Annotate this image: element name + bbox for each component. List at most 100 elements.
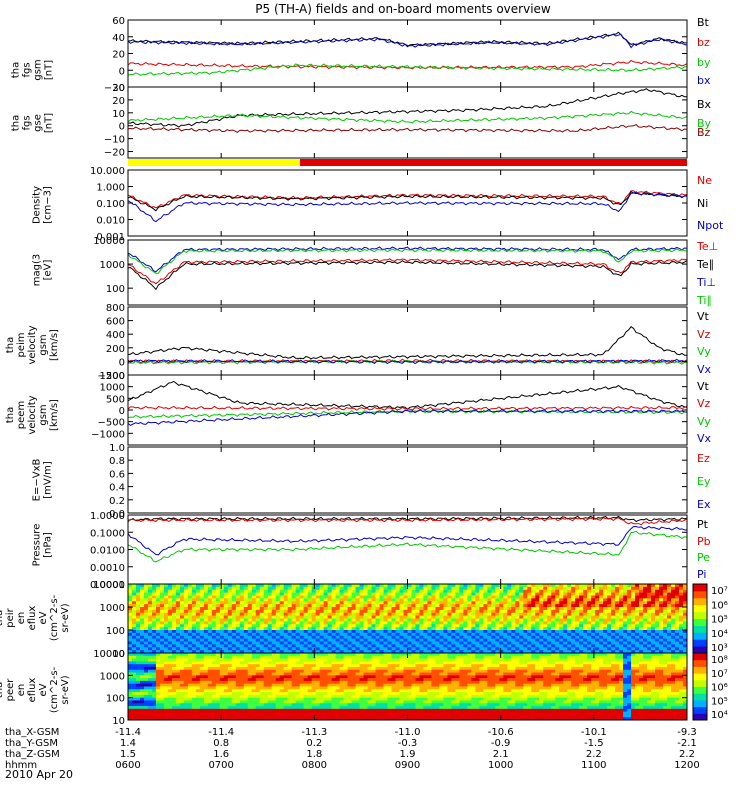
y-tick-label: 10000 (93, 580, 125, 591)
y-tick-label: 1500 (100, 371, 125, 382)
y-tick-label: 0.8 (109, 456, 125, 467)
panel-peem-velocity: VtVzVyVx150010005000−500−1000thapeemvelo… (5, 371, 712, 445)
colorbar-swatch (693, 612, 707, 619)
y-axis-label-line: gse (33, 114, 44, 132)
legend-label: Te∥ (696, 258, 714, 271)
y-tick-label: 20 (112, 50, 125, 61)
legend-label: Bt (697, 16, 710, 29)
legend-label: Vx (697, 363, 712, 376)
panel-pressure: PtPbPePi1.00000.10000.01000.00100.0001Pr… (32, 511, 711, 591)
y-axis-label-line: tha (11, 115, 22, 131)
panel-frame (128, 307, 687, 375)
y-tick-label: −20 (104, 148, 125, 159)
y-axis-label-line: velocity (27, 395, 38, 434)
legend-label: Pe (697, 551, 710, 564)
colorbar-swatch (693, 584, 707, 591)
colorbar-swatch (693, 632, 707, 639)
y-axis-label-line: [mV/m] (43, 461, 54, 499)
legend-label: bz (697, 36, 710, 49)
legend-label: Npot (697, 219, 724, 232)
series-group (128, 89, 687, 133)
colorbar-swatch (693, 619, 707, 626)
y-tick-label: 0 (119, 357, 125, 368)
y-axis-label-line: [nT] (44, 60, 55, 80)
y-tick-label: 400 (106, 330, 125, 341)
y-tick-label: 100 (106, 284, 125, 295)
series-line-2 (128, 531, 687, 562)
y-tick-label: 40 (112, 33, 125, 44)
y-axis-label-line: en (16, 612, 27, 625)
y-tick-label: −500 (98, 418, 125, 429)
y-tick-label: 0 (119, 66, 125, 77)
series-group (128, 32, 687, 75)
legend-label: Pt (697, 518, 709, 531)
y-axis-label-line: tha (5, 337, 16, 353)
legend-label: by (697, 56, 711, 69)
colorbar-swatch (693, 646, 707, 653)
y-tick-label: 800 (106, 303, 125, 314)
y-axis-label-line: [nT] (44, 113, 55, 133)
colorbar-tick-label: 10⁷ (711, 586, 728, 597)
series-line-1 (128, 192, 687, 211)
y-axis-label: thapeemvelocitygsm[km/s] (5, 395, 60, 434)
y-tick-label: 1000 (100, 260, 125, 271)
legend-label: Ey (697, 475, 711, 488)
panel-frame (128, 87, 687, 158)
series-group (128, 327, 687, 365)
y-axis-label-line: sr-eV) (60, 603, 71, 632)
spectrogram-peir-efluxspec (128, 584, 688, 654)
y-axis-label-line: fgs (22, 62, 33, 77)
mode-bar (128, 159, 687, 166)
mode-bar-slow (128, 159, 300, 166)
y-tick-label: −10 (104, 135, 125, 146)
y-tick-label: 200 (106, 344, 125, 355)
legend-label: Ti⊥ (696, 276, 716, 289)
y-axis-label-line: [eV] (43, 260, 54, 281)
legend-label: bx (697, 74, 711, 87)
panel-peer-efluxspec: 10⁸10⁷10⁶10⁵10⁴10000100010010thapeerenef… (0, 649, 728, 727)
y-axis-label: Density[cm−3] (32, 186, 54, 224)
y-tick-label: 10000 (93, 236, 125, 247)
series-line-3 (128, 527, 687, 555)
series-line-0 (128, 191, 687, 208)
y-axis-label-line: eV (38, 611, 49, 624)
y-tick-label: 1000 (100, 383, 125, 394)
y-tick-label: 0 (119, 122, 125, 133)
y-axis-label-line: (cm^2-s- (49, 594, 60, 641)
y-axis-label-line: gsm (33, 59, 44, 80)
colorbar-swatch (693, 625, 707, 632)
y-axis-label-line: velocity (27, 325, 38, 364)
series-line-0 (128, 327, 687, 359)
legend-label: Bz (697, 126, 711, 139)
series-line-0 (128, 89, 687, 127)
y-tick-label: 1000 (100, 603, 125, 614)
colorbar-tick-label: 10⁵ (711, 615, 728, 626)
y-tick-label: 0.2 (109, 496, 125, 507)
y-tick-label: 0.4 (109, 483, 125, 494)
legend-label: Te⊥ (696, 240, 718, 253)
panel-frame (128, 20, 687, 87)
colorbar-tick-label: 10⁴ (711, 629, 728, 640)
spectrogram-peer-efluxspec (128, 653, 688, 721)
legend-label: Vt (697, 380, 710, 393)
y-axis-label: thafgsgse[nT] (11, 113, 55, 133)
y-axis-label-line: eflux (27, 606, 38, 631)
colorbar-swatch (693, 591, 707, 598)
panel-peir-efluxspec: 10⁷10⁶10⁵10⁴10³10000100010010thapeirenef… (0, 580, 728, 660)
colorbar-tick-label: 10³ (711, 643, 728, 654)
y-axis-label-line: [km/s] (49, 329, 60, 361)
legend-label: Ne (697, 174, 712, 187)
y-axis-label-line: tha (5, 407, 16, 423)
series-line-0 (128, 381, 687, 409)
y-tick-label: 1.000 (96, 183, 125, 194)
y-axis-label-line: [cm−3] (43, 186, 54, 224)
series-line-2 (128, 125, 687, 133)
y-tick-label: 600 (106, 317, 125, 328)
y-axis-label-line: Density (32, 186, 43, 224)
colorbar-swatch (693, 639, 707, 646)
y-axis-label-line: Pressure (32, 524, 43, 567)
